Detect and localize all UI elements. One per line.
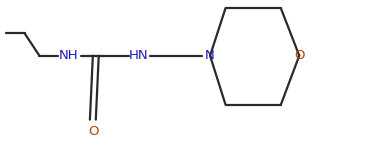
Text: O: O <box>88 125 99 138</box>
Text: HN: HN <box>129 49 149 62</box>
Text: NH: NH <box>59 49 79 62</box>
Text: O: O <box>294 49 305 62</box>
Text: N: N <box>205 49 215 62</box>
